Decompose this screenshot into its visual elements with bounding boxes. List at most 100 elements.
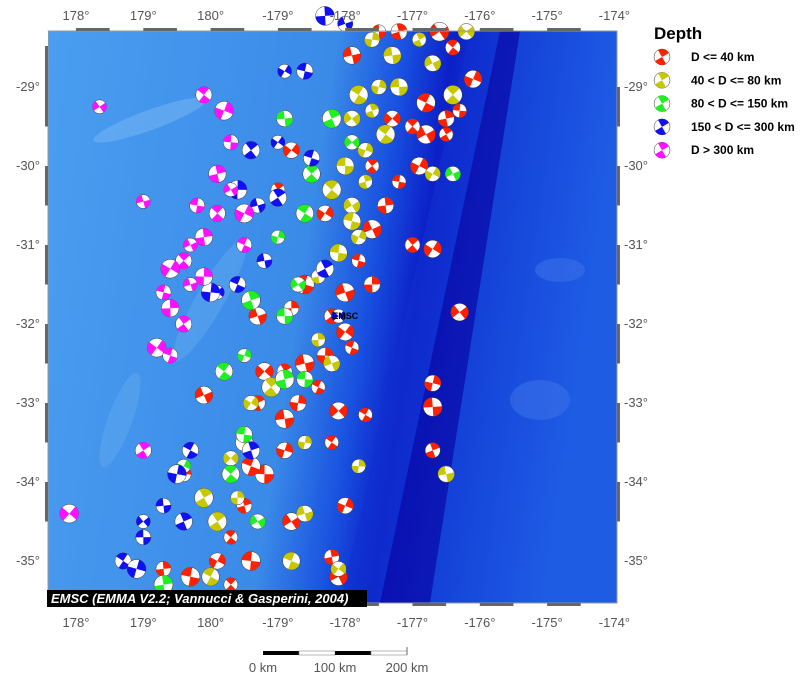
focal-mechanism: [241, 141, 261, 160]
focal-mechanism: [274, 369, 295, 389]
focal-mechanism: [404, 118, 421, 135]
focal-mechanism: [336, 156, 355, 176]
focal-mechanism: [155, 561, 172, 577]
legend-beachball-icon: [653, 141, 671, 159]
focal-mechanism: [335, 282, 355, 303]
scale-label-100: 100 km: [314, 660, 357, 675]
lat-tick-label: -35°: [16, 553, 40, 568]
focal-mechanism: [136, 514, 151, 529]
focal-mechanism: [350, 229, 367, 245]
focal-mechanism: [207, 511, 227, 532]
focal-mechanism: [194, 228, 213, 247]
focal-mechanism: [155, 497, 172, 514]
lon-tick-label: -179°: [262, 615, 293, 630]
legend: Depth D <= 40 km 40 < D <= 80 km 80 < D <=…: [653, 24, 795, 159]
scale-label-200: 200 km: [386, 660, 429, 675]
focal-mechanisms: [59, 6, 483, 595]
focal-mechanism: [241, 456, 261, 476]
focal-mechanism: [450, 303, 469, 322]
focal-mechanism: [270, 135, 286, 150]
focal-mechanism: [215, 362, 234, 381]
lon-tick-label: -176°: [464, 615, 495, 630]
focal-mechanism: [256, 252, 273, 269]
focal-mechanism: [457, 23, 475, 41]
lon-tick-label: -177°: [397, 615, 428, 630]
focal-mechanism: [383, 110, 401, 128]
lat-tick-label: -29°: [624, 79, 648, 94]
lon-tick-label: 179°: [130, 8, 157, 23]
focal-mechanism: [255, 362, 274, 381]
focal-mechanism: [377, 197, 395, 214]
focal-mechanism: [241, 441, 261, 460]
focal-mechanism: [375, 124, 396, 145]
legend-beachball-icon: [653, 118, 671, 136]
focal-mechanism: [464, 70, 483, 89]
lon-tick-label: -174°: [599, 615, 630, 630]
lon-tick-label: 178°: [63, 8, 90, 23]
focal-mechanism: [315, 259, 335, 278]
focal-mechanism: [383, 46, 402, 65]
focal-mechanism: [282, 141, 300, 159]
focal-mechanism: [336, 322, 355, 341]
focal-mechanism: [59, 503, 79, 524]
focal-mechanism: [296, 62, 314, 80]
focal-mechanism: [316, 204, 334, 222]
lon-tick-label: -177°: [397, 8, 428, 23]
attribution: EMSC (EMMA V2.2; Vannucci & Gasperini, 2…: [47, 590, 367, 607]
lat-tick-label: -29°: [16, 79, 40, 94]
emsc-marker-label: EMSC: [332, 311, 359, 321]
focal-mechanism: [229, 276, 246, 293]
legend-item: 40 < D <= 80 km: [653, 72, 781, 89]
lat-tick-label: -32°: [624, 316, 648, 331]
focal-mechanism: [153, 575, 174, 595]
legend-beachball-icon: [653, 72, 671, 89]
focal-mechanism: [424, 166, 441, 182]
focal-mechanism: [230, 490, 245, 506]
attribution-text: EMSC (EMMA V2.2; Vannucci & Gasperini, 2…: [51, 591, 348, 606]
focal-mechanism: [389, 77, 409, 97]
lon-tick-label: -176°: [464, 8, 495, 23]
legend-item: D > 300 km: [653, 141, 754, 159]
lon-tick-label: -175°: [531, 615, 562, 630]
lon-tick-label: 178°: [63, 615, 90, 630]
focal-mechanism: [189, 197, 205, 214]
focal-mechanism: [330, 561, 347, 577]
focal-mechanism: [429, 22, 450, 42]
focal-mechanism: [282, 551, 301, 571]
focal-mechanism: [167, 464, 187, 484]
focal-mechanism: [195, 86, 213, 104]
focal-mechanism: [114, 552, 132, 570]
focal-mechanism: [200, 282, 221, 303]
focal-mechanism: [147, 338, 167, 358]
focal-mechanism: [362, 219, 382, 239]
focal-mechanism: [276, 307, 294, 325]
focal-mechanism: [214, 101, 234, 121]
focal-mechanism: [135, 529, 152, 546]
lat-tick-label: -33°: [16, 395, 40, 410]
focal-mechanism: [180, 567, 201, 587]
focal-mechanism: [423, 239, 442, 258]
legend-item: 150 < D <= 300 km: [653, 118, 795, 136]
lat-tick-label: -30°: [16, 158, 40, 173]
focal-mechanism: [343, 197, 361, 214]
focal-mechanism: [424, 442, 441, 459]
focal-mechanism: [174, 512, 193, 531]
focal-mechanism: [364, 103, 380, 118]
focal-mechanism: [194, 488, 214, 508]
focal-mechanism: [324, 435, 339, 450]
focal-mechanism: [357, 142, 374, 159]
legend-item: 80 < D <= 150 km: [653, 95, 788, 112]
lon-tick-label: -174°: [599, 8, 630, 23]
focal-mechanism: [274, 409, 295, 429]
focal-mechanism: [289, 394, 307, 412]
focal-mechanism: [410, 156, 429, 176]
focal-mechanism: [201, 567, 220, 586]
focal-mechanism: [223, 530, 239, 545]
focal-mechanism: [331, 308, 346, 324]
focal-mechanism: [322, 108, 342, 129]
focal-mechanism: [329, 401, 348, 420]
emsc-marker: EMSC: [332, 311, 359, 321]
focal-mechanism: [311, 332, 326, 348]
focal-mechanism: [223, 182, 239, 197]
